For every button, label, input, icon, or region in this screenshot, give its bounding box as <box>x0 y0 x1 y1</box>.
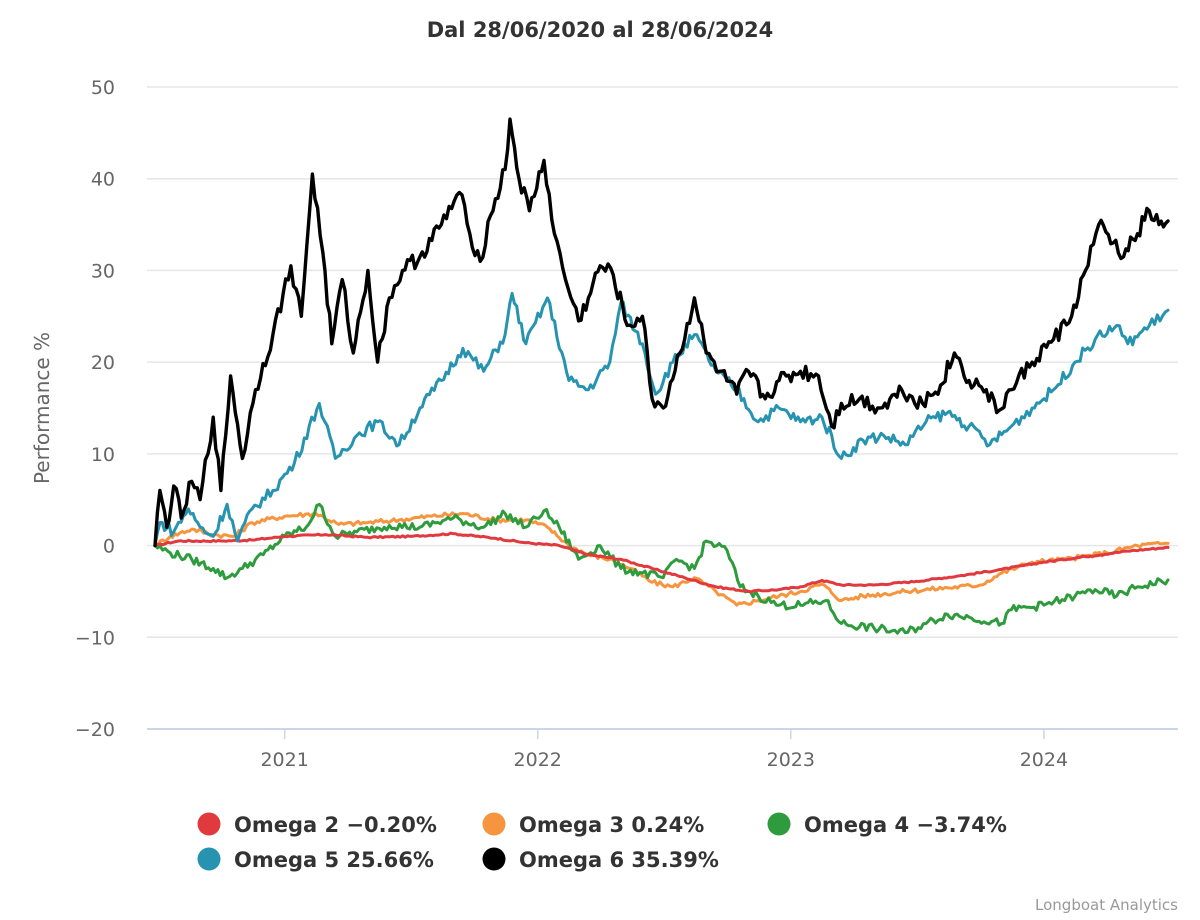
legend-label: Omega 2 −0.20% <box>234 813 437 837</box>
legend-label: Omega 3 0.24% <box>519 813 704 837</box>
legend-marker-icon <box>197 812 221 836</box>
x-tick-label: 2021 <box>260 749 308 771</box>
y-tick-label: 50 <box>91 77 115 99</box>
credits-link[interactable]: Longboat Analytics <box>1035 896 1178 914</box>
grid <box>147 86 1178 730</box>
chart-title: Dal 28/06/2020 al 28/06/2024 <box>427 18 774 42</box>
series-line-omega-2 <box>153 531 1170 594</box>
x-tick-label: 2022 <box>514 749 562 771</box>
legend-item-omega-6[interactable]: Omega 6 35.39% <box>482 847 719 873</box>
x-axis-ticks: 2021 2022 2023 2024 <box>260 729 1068 771</box>
series-lines <box>153 117 1170 635</box>
y-tick-label: 0 <box>103 536 115 558</box>
y-tick-label: 30 <box>91 260 115 282</box>
series-line-omega-5 <box>153 291 1170 548</box>
legend-label: Omega 5 25.66% <box>234 848 434 872</box>
legend-marker-icon <box>482 847 506 871</box>
legend-marker-icon <box>197 847 221 871</box>
y-tick-label: 10 <box>91 444 115 466</box>
legend-label: Omega 4 −3.74% <box>804 813 1007 837</box>
series-line-omega-4 <box>153 502 1170 635</box>
y-tick-label: −20 <box>75 719 115 741</box>
legend-item-omega-5[interactable]: Omega 5 25.66% <box>197 847 434 873</box>
x-tick-label: 2024 <box>1020 749 1068 771</box>
y-tick-label: 20 <box>91 352 115 374</box>
legend-item-omega-3[interactable]: Omega 3 0.24% <box>482 812 705 838</box>
y-tick-label: 40 <box>91 169 115 191</box>
legend-item-omega-2[interactable]: Omega 2 −0.20% <box>197 812 437 838</box>
series-line-omega-6 <box>153 117 1170 548</box>
legend-label: Omega 6 35.39% <box>519 848 719 872</box>
legend: Omega 2 −0.20% Omega 3 0.24% Omega 4 −3.74… <box>197 812 1007 873</box>
y-axis-label: Performance % <box>30 332 54 484</box>
legend-marker-icon <box>482 812 506 836</box>
x-tick-label: 2023 <box>767 749 815 771</box>
y-axis-ticks: 50 40 30 20 10 0 −10 −20 <box>75 77 115 741</box>
legend-marker-icon <box>767 812 791 836</box>
legend-item-omega-4[interactable]: Omega 4 −3.74% <box>767 812 1007 838</box>
y-tick-label: −10 <box>75 627 115 649</box>
